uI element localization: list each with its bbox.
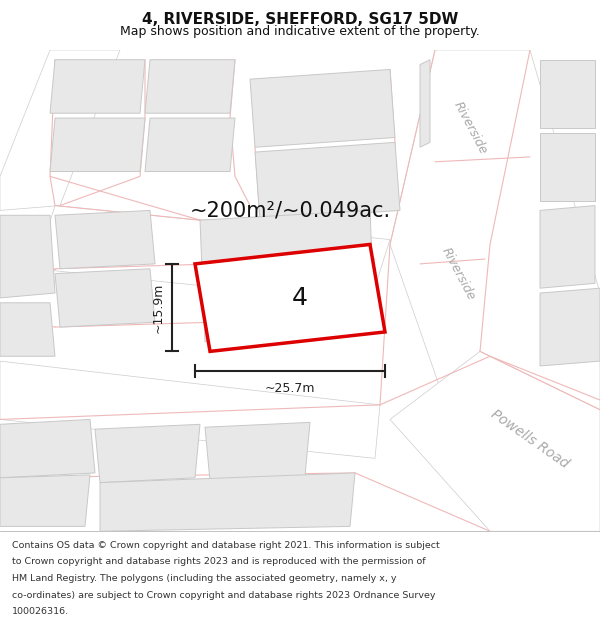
Text: Riverside: Riverside [451,99,490,156]
Polygon shape [50,60,145,113]
Polygon shape [540,132,595,201]
Text: 4, RIVERSIDE, SHEFFORD, SG17 5DW: 4, RIVERSIDE, SHEFFORD, SG17 5DW [142,12,458,28]
Polygon shape [200,211,375,342]
Polygon shape [390,50,600,531]
Polygon shape [540,288,600,366]
Polygon shape [195,244,385,351]
Text: 100026316.: 100026316. [12,608,69,616]
Polygon shape [390,351,600,531]
Polygon shape [420,60,430,148]
Text: Riverside: Riverside [439,245,478,302]
Text: ~15.9m: ~15.9m [151,282,164,333]
Text: ~200m²/~0.049ac.: ~200m²/~0.049ac. [190,201,391,221]
Text: Map shows position and indicative extent of the property.: Map shows position and indicative extent… [120,24,480,38]
Text: ~25.7m: ~25.7m [265,382,315,395]
Polygon shape [0,50,120,211]
Polygon shape [0,419,95,478]
Text: 4: 4 [292,286,308,310]
Polygon shape [55,211,155,269]
Polygon shape [145,60,235,113]
Polygon shape [35,206,390,302]
Polygon shape [145,118,235,171]
Text: to Crown copyright and database rights 2023 and is reproduced with the permissio: to Crown copyright and database rights 2… [12,558,425,566]
Polygon shape [95,424,200,483]
Polygon shape [0,361,380,458]
Polygon shape [100,473,355,531]
Polygon shape [250,69,395,148]
Text: Contains OS data © Crown copyright and database right 2021. This information is : Contains OS data © Crown copyright and d… [12,541,440,549]
Polygon shape [50,118,145,171]
Polygon shape [255,142,400,220]
Polygon shape [205,422,310,481]
Text: Powells Road: Powells Road [488,407,571,471]
Polygon shape [0,302,55,356]
Polygon shape [55,269,155,327]
Text: co-ordinates) are subject to Crown copyright and database rights 2023 Ordnance S: co-ordinates) are subject to Crown copyr… [12,591,436,600]
Polygon shape [540,60,595,127]
Polygon shape [0,475,90,526]
Text: HM Land Registry. The polygons (including the associated geometry, namely x, y: HM Land Registry. The polygons (includin… [12,574,397,583]
Polygon shape [0,215,55,298]
Polygon shape [540,206,595,288]
